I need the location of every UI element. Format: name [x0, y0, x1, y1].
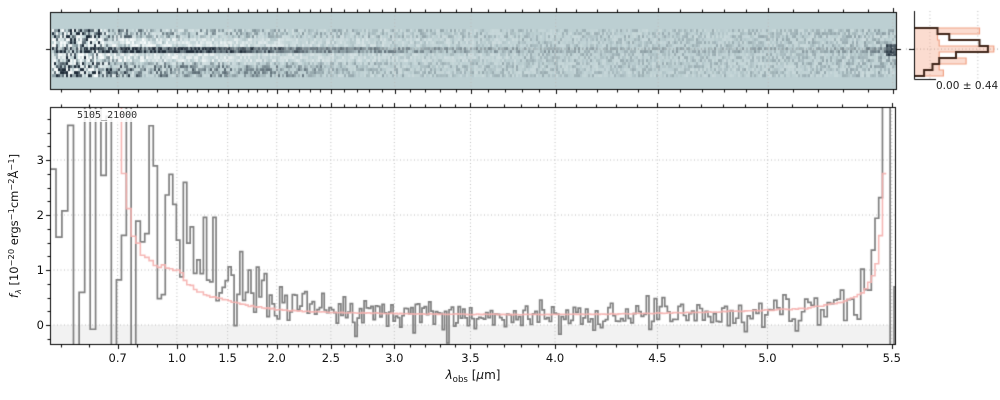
label-segment: [: [467, 368, 477, 382]
label-segment: −2: [6, 178, 17, 191]
x-tick-label: 1.5: [218, 351, 237, 365]
x-axis-label: λobs [μm]: [445, 368, 501, 386]
x-tick-label: 5.0: [758, 351, 777, 365]
x-tick-label: 2.0: [267, 351, 286, 365]
residual-histogram-panel: [914, 11, 998, 79]
x-tick-label: 4.0: [545, 351, 565, 365]
histogram-stat-label: 0.00 ± 0.44: [936, 80, 999, 92]
x-tick-label: 4.5: [648, 351, 667, 365]
label-segment: −1: [6, 208, 17, 221]
y-axis-label: fλ [10−20 ergs−1cm−2Å−1]: [6, 154, 23, 299]
x-tick-label: 3.5: [461, 351, 480, 365]
source-id-label: 5105_21000: [73, 109, 142, 122]
label-segment: m]: [484, 368, 501, 382]
label-segment: f: [7, 294, 21, 299]
x-tick-label: 5.5: [882, 351, 901, 365]
label-segment: λ: [445, 368, 453, 382]
y-tick-label: 2: [36, 208, 44, 222]
x-tick-label: 2.5: [321, 351, 341, 365]
label-segment: −1: [6, 158, 17, 171]
2d-spectrum-panel: [50, 12, 897, 90]
y-tick-label: 1: [36, 263, 44, 277]
1d-spectrum-panel: [50, 107, 896, 345]
label-segment: cm: [7, 190, 21, 209]
label-segment: [10: [7, 266, 21, 290]
y-tick-label: 0: [36, 318, 44, 332]
x-tick-label: 3.0: [385, 351, 404, 365]
label-segment: μ: [476, 368, 485, 382]
x-tick-label: 0.7: [108, 351, 127, 365]
label-segment: ergs: [7, 220, 21, 249]
y-tick-label: 3: [36, 153, 44, 167]
label-segment: λ: [12, 289, 23, 295]
label-segment: −20: [6, 248, 17, 267]
label-segment: obs: [452, 375, 468, 386]
x-tick-label: 1.0: [167, 351, 187, 365]
